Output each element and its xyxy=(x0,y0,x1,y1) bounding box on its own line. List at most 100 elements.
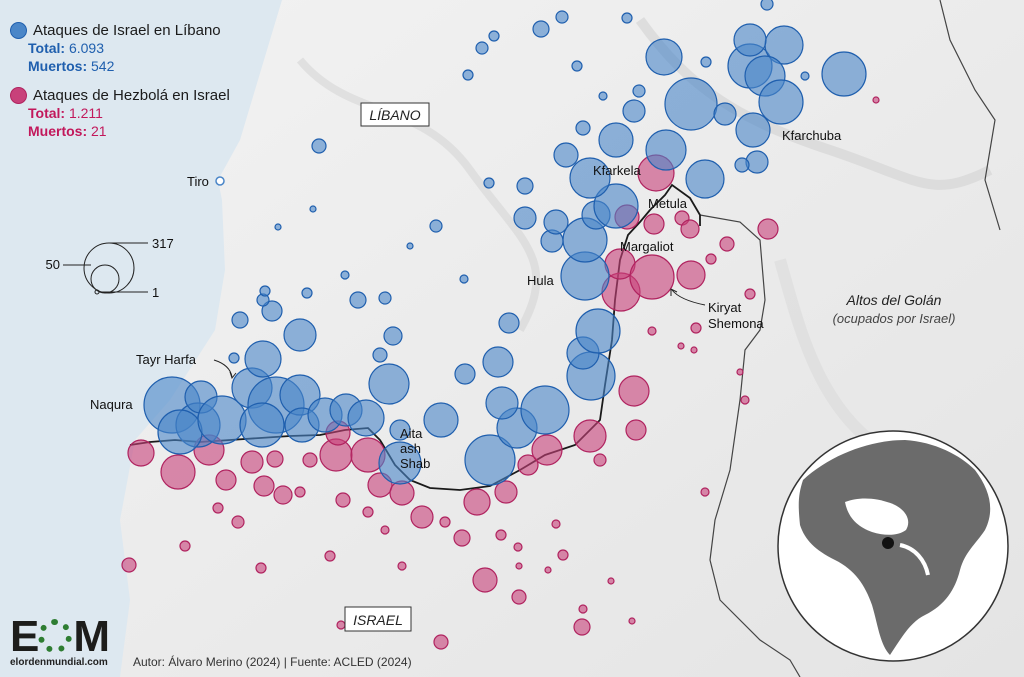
hezbollah-attack-marker xyxy=(397,561,407,571)
hezbollah-attack-marker xyxy=(273,485,293,505)
hezbollah-deaths-value: 21 xyxy=(91,123,107,139)
israel-attack-marker xyxy=(498,312,520,334)
israel-attack-marker xyxy=(745,150,769,174)
israel-attack-marker xyxy=(553,142,579,168)
brand-url: elordenmundial.com xyxy=(10,657,108,668)
hezbollah-attack-marker xyxy=(690,322,702,334)
globe-continents xyxy=(798,440,991,655)
relief xyxy=(296,57,541,332)
israel-attack-marker xyxy=(555,10,569,24)
hezbollah-attack-marker xyxy=(121,557,137,573)
legend-hezbollah-total: Total: 1.211 xyxy=(28,104,260,122)
hezbollah-attack-marker xyxy=(557,549,569,561)
israel-attack-marker xyxy=(520,385,570,435)
israel-attack-marker xyxy=(454,363,476,385)
hezbollah-attack-marker xyxy=(573,618,591,636)
israel-attack-marker xyxy=(349,291,367,309)
hezbollah-attack-marker xyxy=(531,434,563,466)
israel-attack-marker xyxy=(760,0,774,11)
israel-label-text: ISRAEL xyxy=(353,612,403,628)
israel-attack-marker xyxy=(593,183,639,229)
israel-country-label: ISRAEL xyxy=(344,606,412,632)
place-label-aita-ash-shab: Shab xyxy=(400,456,430,471)
hezbollah-attack-marker xyxy=(578,604,588,614)
israel-attack-marker xyxy=(734,157,750,173)
hezbollah-attack-marker xyxy=(294,486,306,498)
hezbollah-attack-marker xyxy=(335,492,351,508)
israel-attack-marker xyxy=(429,219,443,233)
kiryat-shemona-arrow xyxy=(671,289,706,306)
globe-mediterranean xyxy=(845,498,909,535)
hezbollah-attack-marker xyxy=(593,453,607,467)
israel-attack-marker xyxy=(301,287,313,299)
place-label-metula: Metula xyxy=(648,196,688,211)
hezbollah-attack-marker xyxy=(625,419,647,441)
tiro-marker xyxy=(215,176,225,186)
israel-attack-marker xyxy=(228,352,240,364)
legend-hezbollah-deaths: Muertos: 21 xyxy=(28,122,260,140)
israel-attack-marker xyxy=(406,242,414,250)
israel-deaths-label: Muertos: xyxy=(28,58,88,74)
israel-attack-marker xyxy=(309,205,317,213)
hezbollah-attack-marker xyxy=(231,515,245,529)
hezbollah-attack-marker xyxy=(511,589,527,605)
place-label-aita-ash-shab: ash xyxy=(400,441,421,456)
hezbollah-attack-marker xyxy=(607,577,615,585)
brand-logo-ring-icon xyxy=(38,619,73,653)
israel-attack-marker xyxy=(571,60,583,72)
hezbollah-deaths-label: Muertos: xyxy=(28,123,88,139)
golan-region-note: (ocupados por Israel) xyxy=(833,311,956,326)
hezbollah-attack-marker xyxy=(629,254,675,300)
golan-boundary xyxy=(939,0,1001,231)
israel-attack-marker xyxy=(821,51,867,97)
hezbollah-attack-marker xyxy=(302,452,318,468)
hezbollah-attack-marker xyxy=(680,219,700,239)
hezbollah-attack-marker xyxy=(127,439,155,467)
hezbollah-attack-marker xyxy=(240,450,264,474)
israel-attack-marker xyxy=(231,311,249,329)
legend-hezbollah-attacks: Ataques de Hezbolá en Israel xyxy=(10,87,260,104)
israel-attack-marker xyxy=(569,157,611,199)
hezbollah-attack-marker xyxy=(677,342,685,350)
hezbollah-attack-marker xyxy=(513,542,523,552)
israel-attack-marker xyxy=(157,409,203,455)
scale-label-small: 1 xyxy=(152,285,159,300)
hezbollah-attack-marker xyxy=(160,454,196,490)
place-label-hula: Hula xyxy=(527,273,555,288)
hezbollah-attack-marker xyxy=(643,213,665,235)
israel-attack-marker xyxy=(543,209,569,235)
red-dot-icon xyxy=(10,87,27,104)
legend-israel-total: Total: 6.093 xyxy=(28,39,260,57)
hezbollah-attack-marker xyxy=(618,375,650,407)
hezbollah-attack-marker xyxy=(362,506,374,518)
israel-attack-marker xyxy=(340,270,350,280)
hezbollah-attack-marker xyxy=(551,519,561,529)
israel-attack-marker xyxy=(598,91,608,101)
hezbollah-attack-marker xyxy=(179,540,191,552)
israel-attack-marker xyxy=(259,285,271,297)
hezbollah-attack-marker xyxy=(515,562,523,570)
hezbollah-attack-marker xyxy=(573,419,607,453)
legend-israel-attacks: Ataques de Israel en Líbano xyxy=(10,22,260,39)
hezbollah-attack-marker xyxy=(472,567,498,593)
legend-hezbollah-label: Ataques de Hezbolá en Israel xyxy=(33,87,230,104)
golan-region-label: Altos del Golán xyxy=(846,292,942,308)
israel-attack-marker xyxy=(735,112,771,148)
israel-attack-marker xyxy=(685,159,725,199)
hezbollah-attack-marker xyxy=(266,450,284,468)
israel-attack-marker xyxy=(482,346,514,378)
israel-attack-marker xyxy=(532,20,550,38)
israel-attack-marker xyxy=(516,177,534,195)
brand-logo-letter: M xyxy=(73,612,110,661)
hezbollah-attack-marker xyxy=(744,288,756,300)
hezbollah-attack-marker xyxy=(705,253,717,265)
israel-attack-marker xyxy=(758,79,804,125)
israel-attack-marker xyxy=(645,38,683,76)
israel-attack-marker xyxy=(575,120,591,136)
israel-attack-markers xyxy=(143,0,867,486)
legend: Ataques de Israel en Líbano Total: 6.093… xyxy=(10,22,260,140)
place-label-kfarkela: Kfarkela xyxy=(593,163,641,178)
israel-attack-marker xyxy=(378,441,422,485)
hezbollah-attack-marker xyxy=(690,346,698,354)
